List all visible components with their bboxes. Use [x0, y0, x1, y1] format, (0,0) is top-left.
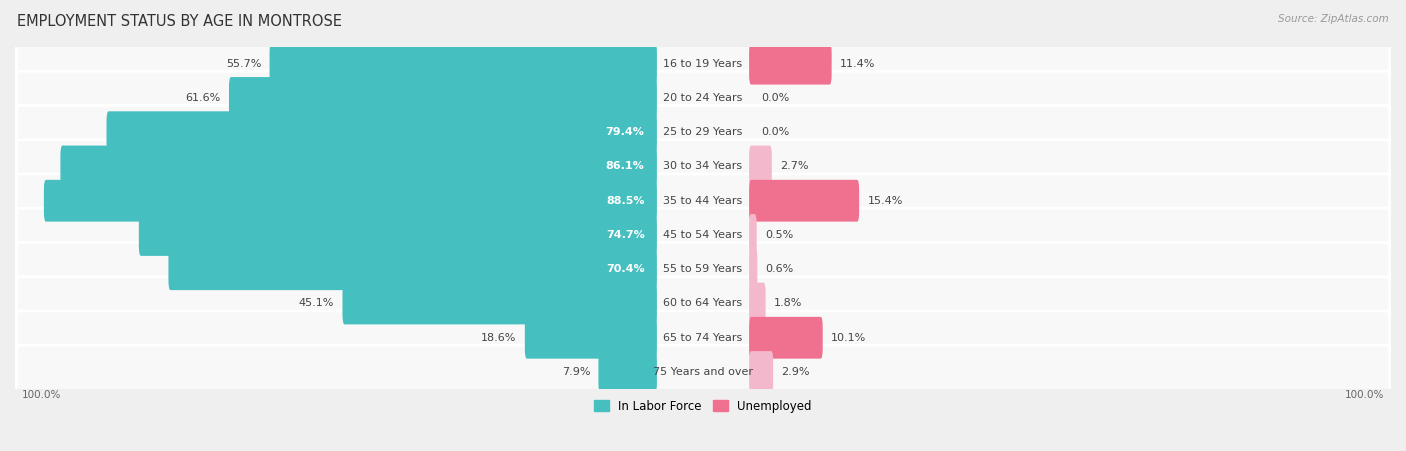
FancyBboxPatch shape: [17, 140, 1389, 193]
FancyBboxPatch shape: [17, 71, 1389, 124]
Text: 100.0%: 100.0%: [1344, 390, 1384, 400]
FancyBboxPatch shape: [17, 243, 1389, 296]
Legend: In Labor Force, Unemployed: In Labor Force, Unemployed: [589, 395, 817, 418]
FancyBboxPatch shape: [17, 208, 1389, 262]
FancyBboxPatch shape: [169, 249, 657, 290]
Text: 74.7%: 74.7%: [606, 230, 644, 240]
Text: 55 to 59 Years: 55 to 59 Years: [664, 264, 742, 274]
FancyBboxPatch shape: [17, 174, 1389, 227]
Text: 79.4%: 79.4%: [606, 127, 644, 137]
FancyBboxPatch shape: [44, 180, 657, 221]
Text: 60 to 64 Years: 60 to 64 Years: [664, 299, 742, 308]
Text: 88.5%: 88.5%: [606, 196, 644, 206]
FancyBboxPatch shape: [749, 43, 832, 85]
Text: 86.1%: 86.1%: [606, 161, 644, 171]
Text: 25 to 29 Years: 25 to 29 Years: [664, 127, 742, 137]
Text: 0.6%: 0.6%: [766, 264, 794, 274]
Text: 100.0%: 100.0%: [22, 390, 62, 400]
Text: Source: ZipAtlas.com: Source: ZipAtlas.com: [1278, 14, 1389, 23]
Text: 61.6%: 61.6%: [186, 93, 221, 103]
Text: 0.0%: 0.0%: [762, 127, 790, 137]
FancyBboxPatch shape: [17, 345, 1389, 399]
FancyBboxPatch shape: [17, 277, 1389, 330]
FancyBboxPatch shape: [343, 283, 657, 324]
Text: 0.0%: 0.0%: [762, 93, 790, 103]
FancyBboxPatch shape: [749, 283, 766, 324]
Text: 45 to 54 Years: 45 to 54 Years: [664, 230, 742, 240]
Text: 16 to 19 Years: 16 to 19 Years: [664, 59, 742, 69]
FancyBboxPatch shape: [749, 180, 859, 221]
Text: 70.4%: 70.4%: [606, 264, 644, 274]
FancyBboxPatch shape: [139, 214, 657, 256]
FancyBboxPatch shape: [599, 351, 657, 393]
FancyBboxPatch shape: [524, 317, 657, 359]
Text: 2.9%: 2.9%: [782, 367, 810, 377]
FancyBboxPatch shape: [749, 317, 823, 359]
Text: 65 to 74 Years: 65 to 74 Years: [664, 333, 742, 343]
Text: 11.4%: 11.4%: [839, 59, 876, 69]
FancyBboxPatch shape: [60, 146, 657, 187]
FancyBboxPatch shape: [107, 111, 657, 153]
Text: 2.7%: 2.7%: [780, 161, 808, 171]
Text: 30 to 34 Years: 30 to 34 Years: [664, 161, 742, 171]
Text: 1.8%: 1.8%: [773, 299, 803, 308]
FancyBboxPatch shape: [749, 214, 756, 256]
Text: 20 to 24 Years: 20 to 24 Years: [664, 93, 742, 103]
Text: 18.6%: 18.6%: [481, 333, 516, 343]
Text: 10.1%: 10.1%: [831, 333, 866, 343]
FancyBboxPatch shape: [17, 106, 1389, 159]
FancyBboxPatch shape: [749, 351, 773, 393]
Text: 45.1%: 45.1%: [299, 299, 335, 308]
FancyBboxPatch shape: [17, 37, 1389, 90]
Text: 0.5%: 0.5%: [765, 230, 793, 240]
FancyBboxPatch shape: [17, 311, 1389, 364]
Text: EMPLOYMENT STATUS BY AGE IN MONTROSE: EMPLOYMENT STATUS BY AGE IN MONTROSE: [17, 14, 342, 28]
FancyBboxPatch shape: [749, 146, 772, 187]
FancyBboxPatch shape: [270, 43, 657, 85]
Text: 7.9%: 7.9%: [561, 367, 591, 377]
Text: 75 Years and over: 75 Years and over: [652, 367, 754, 377]
FancyBboxPatch shape: [229, 77, 657, 119]
FancyBboxPatch shape: [749, 249, 758, 290]
Text: 55.7%: 55.7%: [226, 59, 262, 69]
Text: 15.4%: 15.4%: [868, 196, 903, 206]
Text: 35 to 44 Years: 35 to 44 Years: [664, 196, 742, 206]
